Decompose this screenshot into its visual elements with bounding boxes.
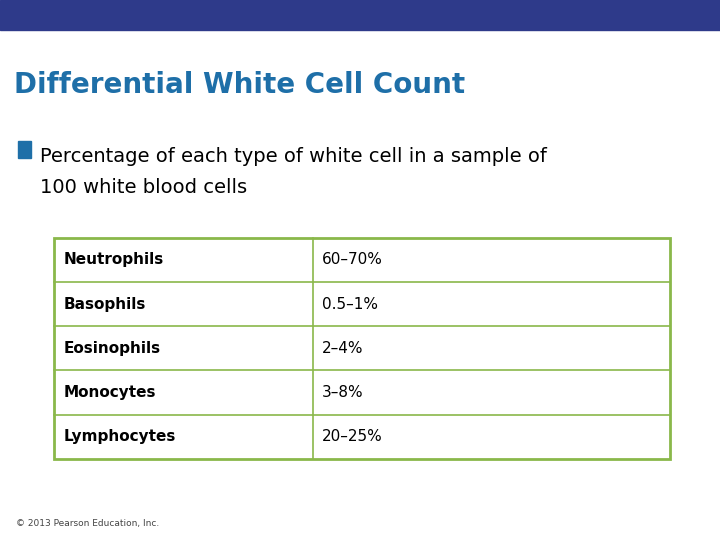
Text: Lymphocytes: Lymphocytes <box>63 429 176 444</box>
Text: Percentage of each type of white cell in a sample of: Percentage of each type of white cell in… <box>40 147 546 166</box>
Text: 0.5–1%: 0.5–1% <box>322 296 378 312</box>
Bar <box>54 238 670 459</box>
Text: Basophils: Basophils <box>63 296 145 312</box>
Bar <box>0 0 720 30</box>
Text: 60–70%: 60–70% <box>322 252 383 267</box>
Text: Differential White Cell Count: Differential White Cell Count <box>14 71 466 99</box>
Text: Neutrophils: Neutrophils <box>63 252 163 267</box>
Text: 20–25%: 20–25% <box>322 429 382 444</box>
Text: © 2013 Pearson Education, Inc.: © 2013 Pearson Education, Inc. <box>16 519 159 528</box>
Bar <box>18 141 31 158</box>
Text: Eosinophils: Eosinophils <box>63 341 161 356</box>
Text: Monocytes: Monocytes <box>63 385 156 400</box>
Text: 3–8%: 3–8% <box>322 385 364 400</box>
Text: 100 white blood cells: 100 white blood cells <box>40 178 247 197</box>
Text: 2–4%: 2–4% <box>322 341 364 356</box>
